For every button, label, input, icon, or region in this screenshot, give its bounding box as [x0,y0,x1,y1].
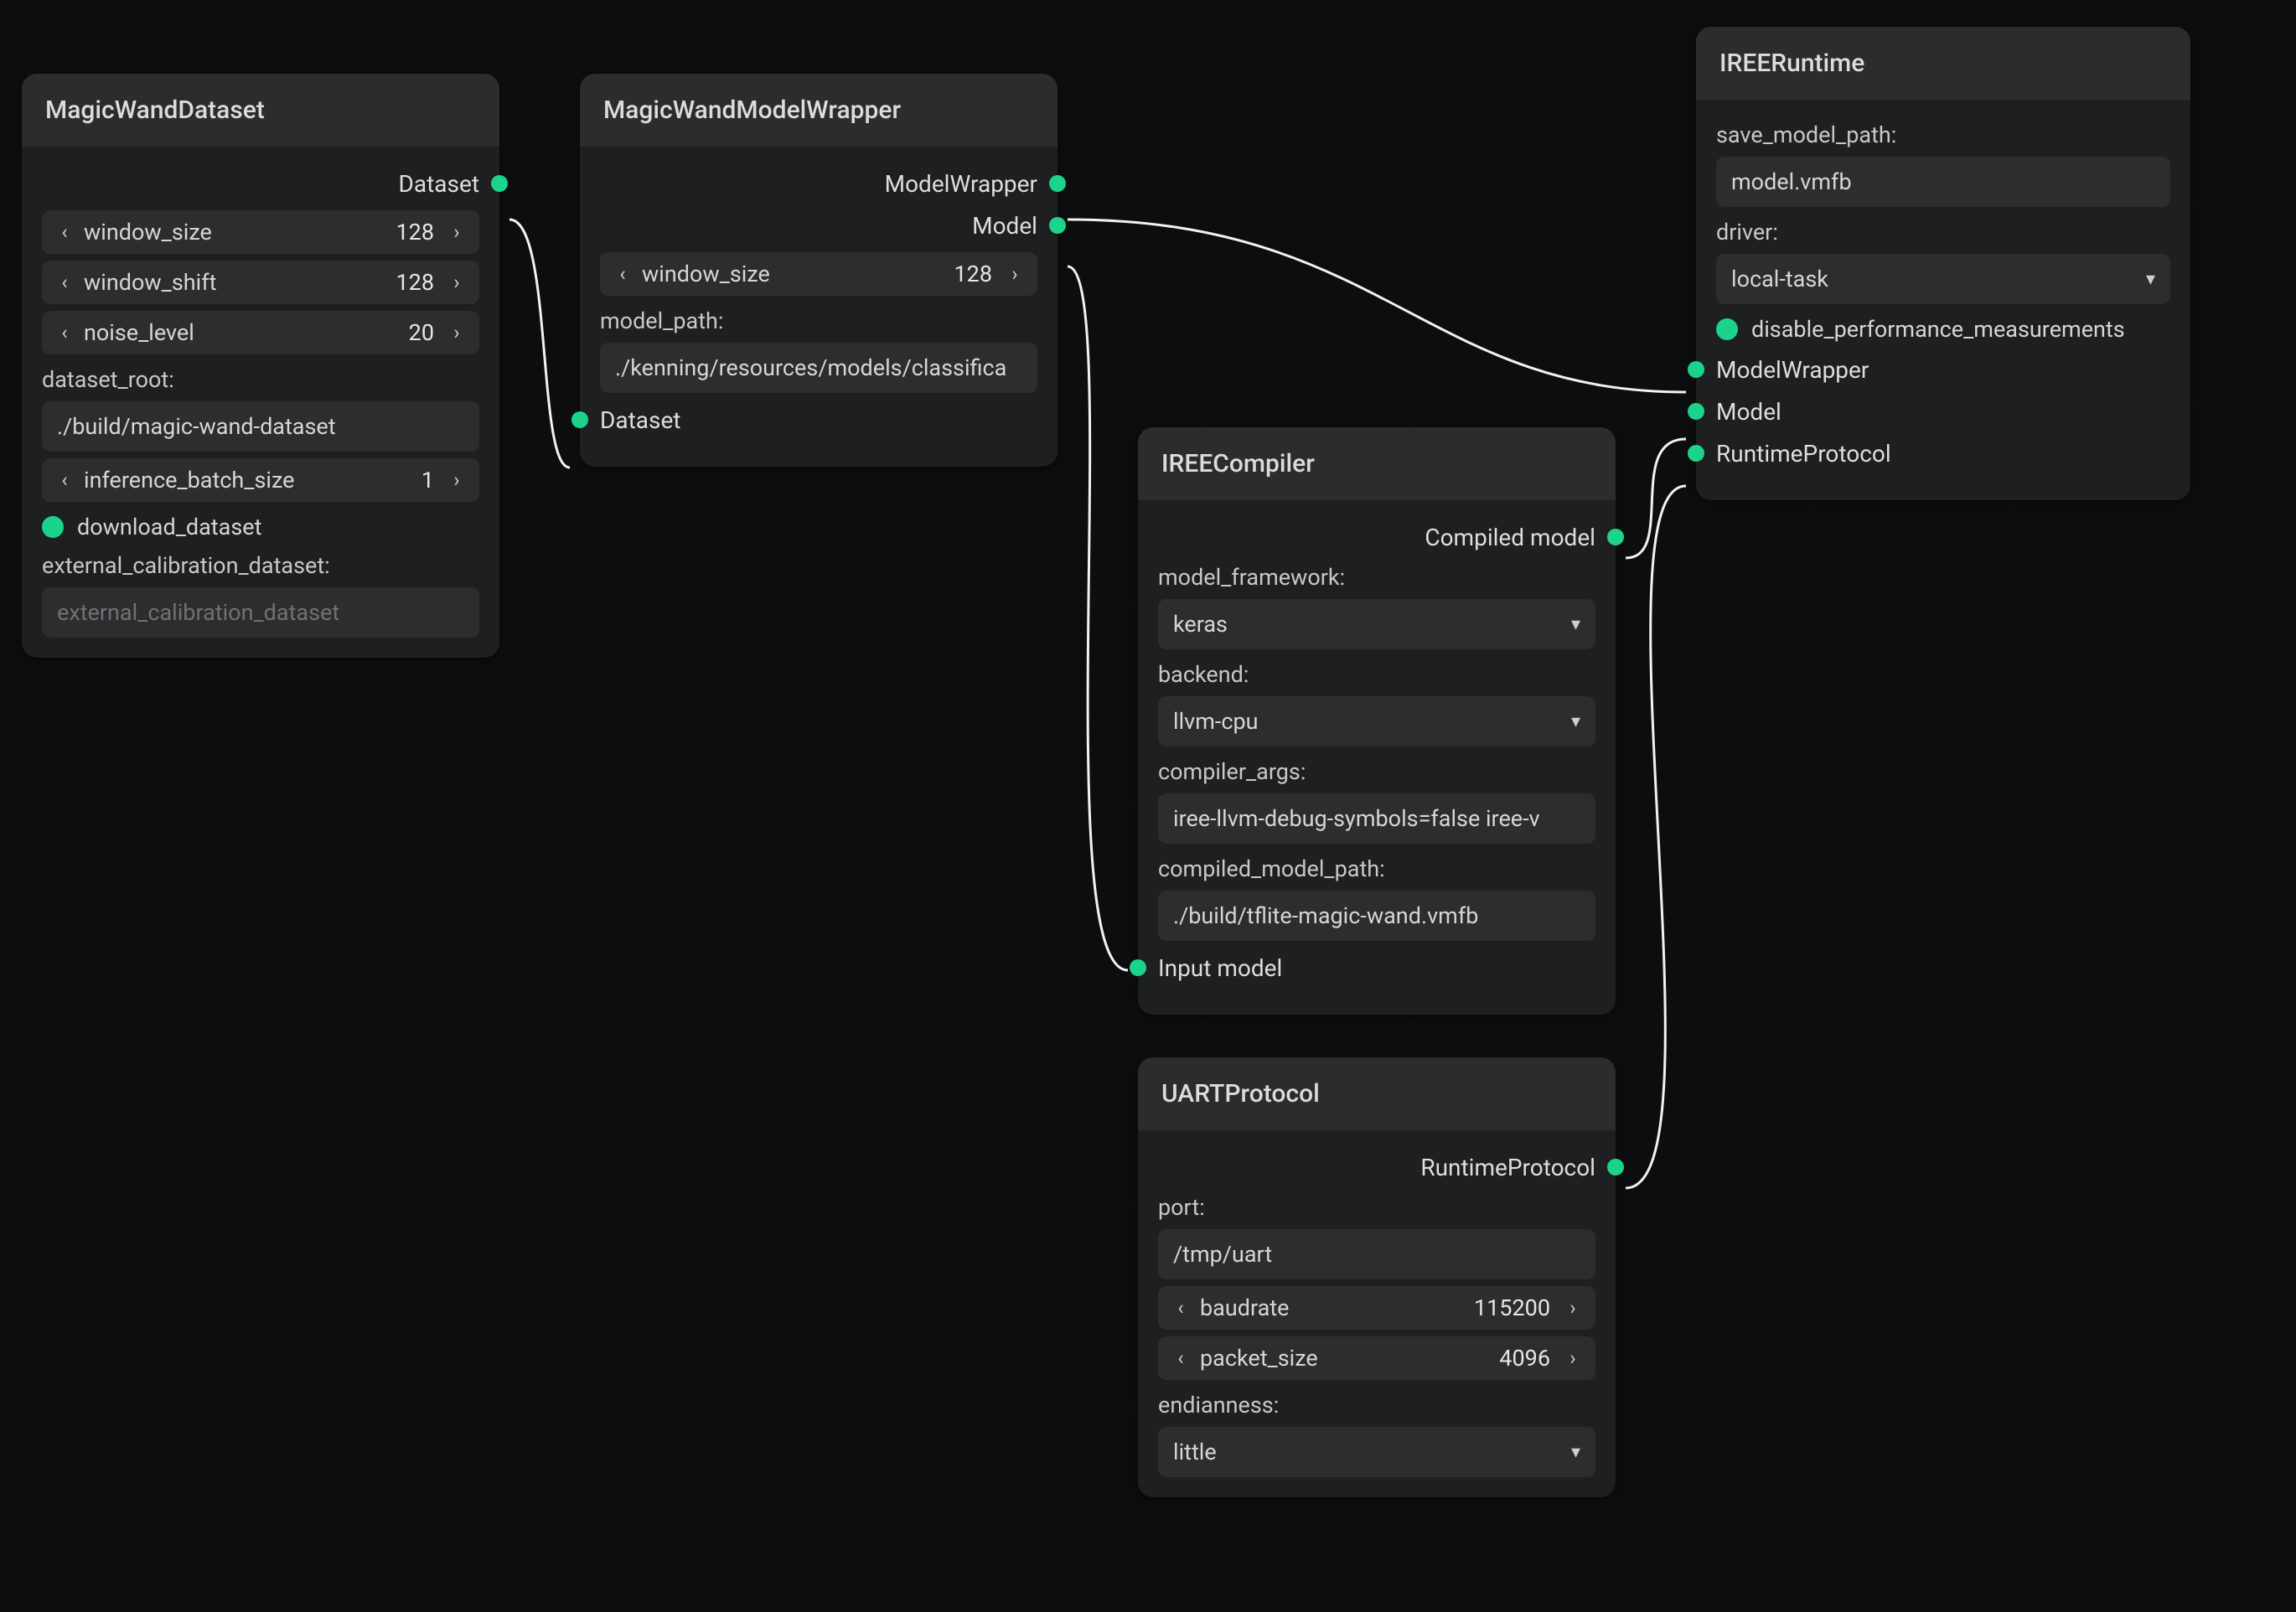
driver-select[interactable]: local-task ▾ [1716,254,2170,304]
port-dot-icon[interactable] [1688,361,1704,378]
chevron-down-icon: ▾ [1571,711,1580,732]
input-port-input-model[interactable]: Input model [1158,953,1595,983]
output-port-model[interactable]: Model [600,210,1037,240]
port-dot-icon[interactable] [1688,445,1704,462]
param-label: external_calibration_dataset: [42,552,479,579]
param-label: save_model_path: [1716,121,2170,148]
toggle-disable-perf[interactable]: disable_performance_measurements [1716,316,2170,343]
save-model-path-input[interactable]: model.vmfb [1716,157,2170,207]
model-path-input[interactable]: ./kenning/resources/models/classifica [600,343,1037,393]
chevron-down-icon: ▾ [1571,1442,1580,1463]
port-dot-icon[interactable] [1130,959,1146,976]
node-uartprotocol[interactable]: UARTProtocol RuntimeProtocol port: /tmp/… [1138,1057,1616,1497]
port-dot-icon[interactable] [1049,175,1066,192]
compiled-model-path-input[interactable]: ./build/tflite-magic-wand.vmfb [1158,891,1595,941]
uart-port-input[interactable]: /tmp/uart [1158,1229,1595,1279]
param-label: backend: [1158,661,1595,688]
input-port-model[interactable]: Model [1716,396,2170,426]
param-label: dataset_root: [42,366,479,393]
chevron-right-icon[interactable]: › [442,468,471,492]
port-dot-icon[interactable] [491,175,508,192]
input-port-runtimeprotocol[interactable]: RuntimeProtocol [1716,438,2170,468]
edge [1068,266,1128,970]
compiler-args-input[interactable]: iree-llvm-debug-symbols=false iree-v [1158,793,1595,844]
node-title[interactable]: IREECompiler [1138,427,1616,500]
chevron-right-icon[interactable]: › [442,271,471,294]
param-label: compiled_model_path: [1158,855,1595,882]
edge [1626,486,1686,1188]
node-ireeruntime[interactable]: IREERuntime save_model_path: model.vmfb … [1696,27,2190,500]
chevron-right-icon[interactable]: › [1001,262,1029,286]
node-title[interactable]: MagicWandModelWrapper [580,74,1058,147]
input-port-modelwrapper[interactable]: ModelWrapper [1716,354,2170,385]
node-title[interactable]: IREERuntime [1696,27,2190,100]
toggle-on-icon [1716,318,1738,340]
chevron-down-icon: ▾ [1571,614,1580,635]
external-calibration-input[interactable]: external_calibration_dataset [42,587,479,638]
chevron-right-icon[interactable]: › [442,220,471,244]
stepper-window-size[interactable]: ‹ window_size 128 › [600,252,1037,296]
chevron-right-icon[interactable]: › [1559,1296,1587,1320]
node-title[interactable]: UARTProtocol [1138,1057,1616,1130]
toggle-download-dataset[interactable]: download_dataset [42,514,479,540]
edge [509,220,570,468]
param-label: endianness: [1158,1392,1595,1418]
chevron-left-icon[interactable]: ‹ [50,220,79,244]
chevron-left-icon[interactable]: ‹ [50,468,79,492]
edge [1068,220,1686,392]
chevron-left-icon[interactable]: ‹ [1166,1346,1195,1370]
stepper-inference-batch-size[interactable]: ‹ inference_batch_size 1 › [42,458,479,502]
chevron-down-icon: ▾ [2146,269,2155,290]
chevron-left-icon[interactable]: ‹ [1166,1296,1195,1320]
node-magicwanddataset[interactable]: MagicWandDataset Dataset ‹window_size128… [22,74,499,658]
edge [1626,439,1686,558]
param-label: compiler_args: [1158,758,1595,785]
port-dot-icon[interactable] [571,411,588,428]
toggle-on-icon [42,516,64,538]
param-label: driver: [1716,219,2170,245]
stepper-window-size[interactable]: ‹window_size128› [42,210,479,254]
output-port-dataset[interactable]: Dataset [42,168,479,199]
port-dot-icon[interactable] [1607,1159,1624,1175]
param-label: model_framework: [1158,564,1595,591]
chevron-right-icon[interactable]: › [1559,1346,1587,1370]
port-dot-icon[interactable] [1049,217,1066,234]
node-ireecompiler[interactable]: IREECompiler Compiled model model_framew… [1138,427,1616,1015]
chevron-left-icon[interactable]: ‹ [50,271,79,294]
param-label: model_path: [600,307,1037,334]
input-port-dataset[interactable]: Dataset [600,405,1037,435]
endianness-select[interactable]: little ▾ [1158,1427,1595,1477]
port-dot-icon[interactable] [1688,403,1704,420]
output-port-runtimeprotocol[interactable]: RuntimeProtocol [1158,1152,1595,1182]
node-title[interactable]: MagicWandDataset [22,74,499,147]
stepper-packet-size[interactable]: ‹packet_size4096› [1158,1336,1595,1380]
port-dot-icon[interactable] [1607,529,1624,545]
backend-select[interactable]: llvm-cpu ▾ [1158,696,1595,747]
param-label: port: [1158,1194,1595,1221]
output-port-modelwrapper[interactable]: ModelWrapper [600,168,1037,199]
dataset-root-input[interactable]: ./build/magic-wand-dataset [42,401,479,452]
chevron-left-icon[interactable]: ‹ [608,262,637,286]
chevron-left-icon[interactable]: ‹ [50,321,79,344]
model-framework-select[interactable]: keras ▾ [1158,599,1595,649]
stepper-noise-level[interactable]: ‹noise_level20› [42,311,479,354]
output-port-compiled-model[interactable]: Compiled model [1158,522,1595,552]
chevron-right-icon[interactable]: › [442,321,471,344]
stepper-window-shift[interactable]: ‹window_shift128› [42,261,479,304]
node-editor-canvas[interactable]: MagicWandDataset Dataset ‹window_size128… [0,0,2296,1612]
stepper-baudrate[interactable]: ‹baudrate115200› [1158,1286,1595,1330]
node-magicwandmodelwrapper[interactable]: MagicWandModelWrapper ModelWrapper Model… [580,74,1058,467]
